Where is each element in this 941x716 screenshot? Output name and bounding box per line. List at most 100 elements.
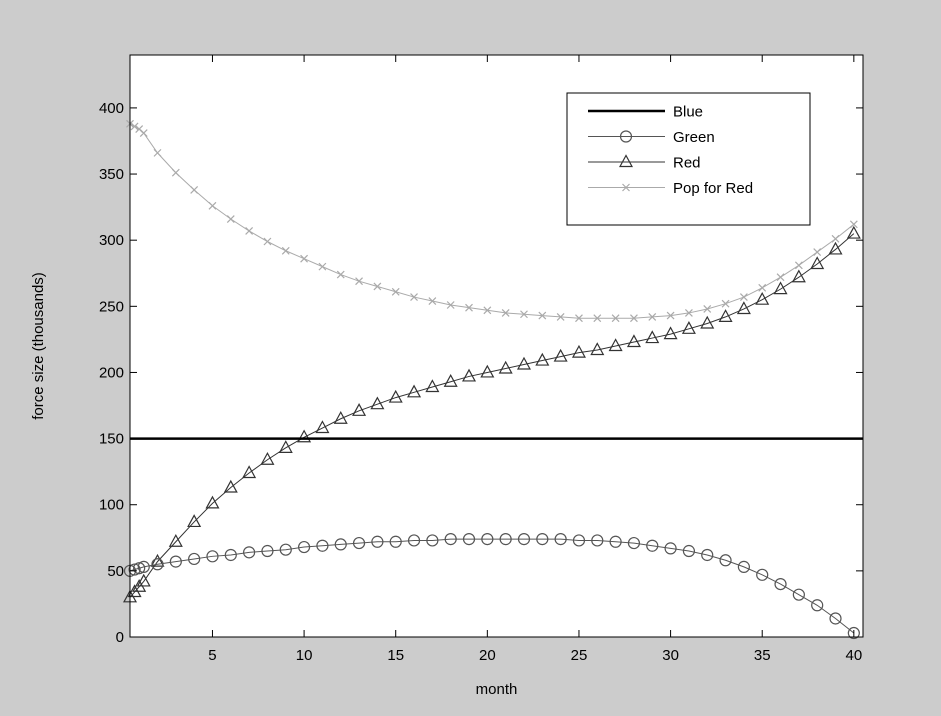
green-point [224,548,237,562]
red-point [407,384,422,398]
green-point [847,626,860,640]
series-pop-for-red [126,119,858,323]
red-point [205,495,220,509]
pop-for-red-point [226,215,235,223]
red-point [535,352,550,366]
green-point [261,544,274,558]
y-tick-label: 200 [99,364,124,381]
red-point [590,342,605,356]
pop-for-red-point [575,314,583,323]
legend-label: Pop for Red [673,180,753,197]
red-point [333,410,348,424]
red-point [553,348,568,362]
y-axis-label: force size (thousands) [30,272,47,420]
pop-for-red-point [794,261,803,270]
red-point [736,301,751,315]
green-point [133,562,146,575]
pop-for-red-point [373,282,382,291]
pop-for-red-point [336,270,345,279]
y-tick-label: 250 [99,298,124,315]
legend-marker [622,183,630,192]
green-point [664,542,677,555]
green-point [279,543,292,556]
y-tick-label: 350 [99,166,124,183]
red-point [718,309,733,322]
pop-for-red-point [648,312,657,321]
series-red [122,225,861,603]
green-point [206,550,219,563]
pop-for-red-point [130,122,139,131]
red-point [168,534,183,547]
red-point [370,396,385,410]
legend-item-red: Red [588,154,701,172]
pop-for-red-point [630,314,638,323]
x-tick-label: 15 [387,647,404,664]
pop-for-red-point [391,287,400,296]
pop-for-red-point [208,201,217,210]
red-point [498,360,513,374]
x-tick-label: 5 [208,647,216,664]
pop-for-red-point [153,148,162,157]
green-point [572,534,586,547]
pop-for-red-point [703,305,712,313]
plot-frame [129,54,864,638]
red-point [150,553,165,567]
green-point [137,560,150,573]
legend-label: Blue [673,104,703,121]
pop-for-red-point [538,311,547,320]
red-point [828,241,843,255]
green-point [352,536,366,550]
pop-for-red-point [245,226,254,235]
green-point [407,534,421,547]
y-tick-label: 100 [99,497,124,514]
pop-for-red-point [776,273,785,282]
red-point [187,514,202,528]
red-point [626,334,641,348]
green-point [316,539,329,552]
green-point [517,533,531,546]
pop-for-red-point [318,262,327,271]
green-point [829,612,842,625]
x-tick-label: 25 [571,647,588,664]
legend-label: Red [673,155,701,172]
red-point [755,291,770,305]
pop-for-red-point [520,310,528,319]
red-point [388,389,403,403]
green-point [811,599,824,612]
red-point [645,330,660,344]
green-point [169,555,182,568]
red-point [516,356,531,370]
red-point [297,429,312,443]
pop-for-red-point [300,254,309,263]
green-point [151,558,164,571]
x-tick-label: 40 [845,647,862,664]
pop-for-red-point [139,129,148,137]
pop-for-red-point [501,309,510,317]
x-tick-label: 20 [479,647,496,664]
legend-item-green: Green [588,129,715,146]
green-point [536,533,549,546]
red-point [571,344,586,358]
red-point [700,315,715,329]
pop-for-red-point [446,301,455,309]
pop-for-red-point [190,185,199,194]
pop-for-red-point [428,297,437,305]
pop-for-red-point [171,168,180,177]
green-point [297,540,311,554]
pop-for-red-point [739,293,748,301]
legend-marker [618,154,634,168]
y-tick-label: 50 [107,563,124,580]
x-tick-label: 30 [662,647,679,664]
red-point [462,368,477,382]
pop-for-red-point [666,311,675,320]
legend-item-blue: Blue [588,104,703,121]
green-point [609,535,622,548]
green-point [462,533,476,546]
red-point [278,440,293,453]
series-green [123,533,860,640]
y-tick-label: 300 [99,232,124,249]
green-point [591,534,604,547]
pop-for-red-point [831,234,840,243]
red-point [352,403,367,416]
